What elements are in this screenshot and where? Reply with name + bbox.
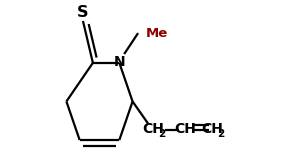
Text: CH: CH bbox=[175, 122, 196, 136]
Text: N: N bbox=[113, 55, 125, 69]
Text: Me: Me bbox=[146, 27, 168, 40]
Text: CH: CH bbox=[142, 122, 164, 136]
Text: 2: 2 bbox=[158, 129, 166, 139]
Text: CH: CH bbox=[201, 122, 223, 136]
Text: 2: 2 bbox=[217, 129, 224, 139]
Text: S: S bbox=[77, 5, 89, 20]
